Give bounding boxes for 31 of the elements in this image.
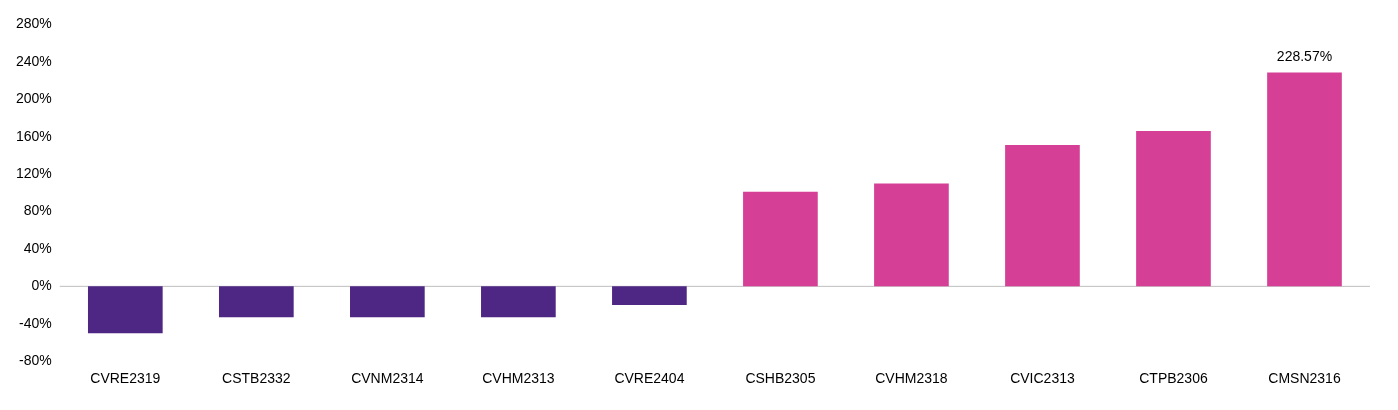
- y-tick-label: 0%: [31, 277, 52, 294]
- y-tick-label: -80%: [19, 352, 52, 369]
- bar: [1136, 131, 1211, 287]
- bar: [1267, 72, 1342, 287]
- y-tick-label: 40%: [23, 239, 52, 256]
- bar: [874, 183, 949, 287]
- bar: [481, 286, 556, 318]
- x-tick-label: CVIC2313: [1010, 370, 1075, 387]
- x-tick-label: CVNM2314: [351, 370, 424, 387]
- x-tick-label: CTPB2306: [1139, 370, 1208, 387]
- x-tick-label: CSTB2332: [222, 370, 291, 387]
- y-tick-label: 120%: [15, 164, 52, 181]
- y-tick-label: 280%: [15, 15, 52, 32]
- y-tick-label: 200%: [15, 90, 52, 107]
- x-tick-label: CVHM2318: [875, 370, 948, 387]
- x-tick-label: CVHM2313: [482, 370, 555, 387]
- data-label: 228.57%: [1276, 48, 1333, 65]
- x-tick-label: CVRE2404: [614, 370, 685, 387]
- y-tick-label: 160%: [15, 127, 52, 144]
- bar: [350, 286, 425, 318]
- x-tick-label: CVRE2319: [90, 370, 161, 387]
- bar: [743, 191, 818, 287]
- y-tick-label: -40%: [19, 314, 52, 331]
- bar: [219, 286, 294, 318]
- x-tick-label: CSHB2305: [745, 370, 816, 387]
- y-tick-label: 80%: [23, 202, 52, 219]
- bar: [612, 286, 687, 306]
- x-tick-label: CMSN2316: [1268, 370, 1341, 387]
- y-tick-label: 240%: [15, 52, 52, 69]
- bar: [1005, 145, 1080, 287]
- bar: [87, 286, 163, 334]
